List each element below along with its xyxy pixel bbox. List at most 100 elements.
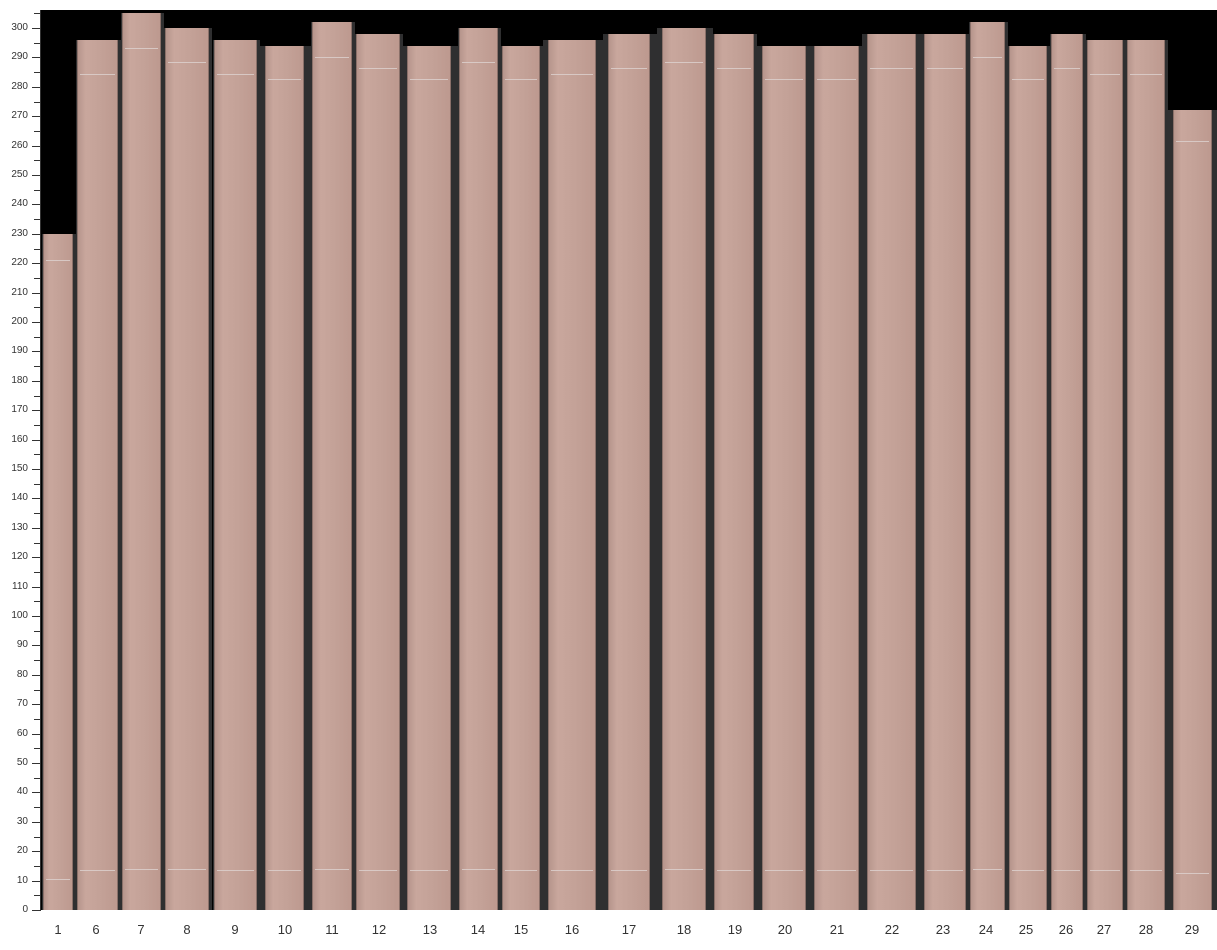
pencil-mark xyxy=(1176,141,1209,143)
y-tick xyxy=(32,57,41,59)
y-tick xyxy=(32,263,41,265)
pencil-mark xyxy=(168,869,206,871)
y-tick xyxy=(34,895,41,897)
plank-21 xyxy=(814,45,859,910)
x-tick-label: 16 xyxy=(564,922,580,937)
plank-scan-area xyxy=(41,10,1217,910)
plank-12 xyxy=(356,33,400,910)
plank-18 xyxy=(662,28,706,910)
x-tick-label: 18 xyxy=(676,922,692,937)
plank-10 xyxy=(265,45,304,910)
x-tick-label: 11 xyxy=(325,922,339,937)
pencil-mark xyxy=(817,870,856,872)
y-tick xyxy=(32,439,41,441)
y-tick xyxy=(34,454,41,456)
x-tick-label: 20 xyxy=(777,922,793,937)
y-tick xyxy=(32,322,41,323)
pencil-mark xyxy=(410,870,448,872)
y-tick xyxy=(34,601,41,603)
pencil-mark xyxy=(125,868,158,870)
y-tick xyxy=(32,557,41,559)
x-tick-label: 24 xyxy=(978,922,994,937)
y-tick-label: 230 xyxy=(11,227,28,239)
y-tick xyxy=(32,792,41,794)
pencil-mark xyxy=(315,869,349,871)
pencil-mark xyxy=(505,79,537,81)
x-tick-label: 25 xyxy=(1018,922,1034,937)
y-tick xyxy=(32,910,41,911)
y-tick xyxy=(32,880,41,882)
pencil-mark xyxy=(217,73,254,75)
pencil-mark xyxy=(462,62,495,64)
plank-20 xyxy=(762,45,806,910)
x-tick-label: 13 xyxy=(422,922,438,937)
y-tick xyxy=(32,498,41,500)
y-tick-label: 10 xyxy=(16,874,28,886)
y-tick xyxy=(34,13,41,15)
y-tick xyxy=(32,586,41,588)
x-tick-label: 14 xyxy=(470,922,486,937)
y-tick xyxy=(32,469,41,470)
pencil-mark xyxy=(1012,79,1044,81)
plank-19 xyxy=(714,33,754,910)
x-tick-label: 12 xyxy=(371,922,387,937)
pencil-mark xyxy=(268,79,301,81)
x-tick-label: 22 xyxy=(884,922,900,937)
plank-17 xyxy=(608,33,650,910)
y-tick-label: 100 xyxy=(11,610,28,621)
pencil-mark xyxy=(1090,869,1120,871)
y-tick xyxy=(32,292,41,294)
y-tick xyxy=(34,42,41,44)
pencil-mark xyxy=(765,870,803,872)
y-tick xyxy=(34,160,41,162)
plank-1 xyxy=(43,233,73,910)
y-tick xyxy=(32,351,41,353)
x-tick-label: 10 xyxy=(277,922,293,937)
y-tick xyxy=(34,630,41,632)
plank-22 xyxy=(867,33,916,910)
plank-6 xyxy=(77,39,118,910)
pencil-mark xyxy=(125,48,158,50)
y-tick-label: 180 xyxy=(11,374,28,386)
y-tick xyxy=(34,836,41,838)
pencil-mark xyxy=(268,870,301,872)
pencil-mark xyxy=(973,56,1002,58)
y-tick-label: 30 xyxy=(16,815,28,827)
pencil-mark xyxy=(80,73,115,75)
y-tick xyxy=(34,718,41,720)
x-tick-label: 27 xyxy=(1096,922,1112,937)
pencil-mark xyxy=(46,259,70,261)
pencil-mark xyxy=(359,67,397,69)
pencil-mark xyxy=(359,869,397,871)
pencil-mark xyxy=(717,67,751,69)
pencil-mark xyxy=(665,869,703,871)
y-tick-label: 290 xyxy=(11,51,28,63)
plank-29 xyxy=(1173,110,1212,910)
y-tick-label: 300 xyxy=(11,22,28,33)
y-tick xyxy=(34,101,41,103)
y-tick xyxy=(34,660,41,662)
pencil-mark xyxy=(765,79,803,81)
y-tick-label: 280 xyxy=(11,80,28,92)
pencil-mark xyxy=(168,62,206,64)
pencil-mark xyxy=(1012,870,1044,872)
pencil-mark xyxy=(973,869,1002,871)
y-axis-line xyxy=(40,10,41,911)
y-tick xyxy=(32,380,41,382)
y-tick xyxy=(34,248,41,250)
y-tick xyxy=(34,72,41,74)
pencil-mark xyxy=(217,869,254,871)
y-tick xyxy=(32,704,41,706)
y-tick xyxy=(34,336,41,338)
pencil-mark xyxy=(1176,873,1209,875)
y-tick-label: 270 xyxy=(11,110,28,122)
pencil-mark xyxy=(870,67,913,69)
y-tick xyxy=(34,513,41,515)
plank-13 xyxy=(407,45,451,910)
y-tick-label: 140 xyxy=(11,492,28,504)
y-tick-label: 170 xyxy=(11,404,28,416)
y-tick xyxy=(34,807,41,809)
pencil-mark xyxy=(505,870,537,872)
pencil-mark xyxy=(410,79,448,81)
y-tick xyxy=(34,865,41,867)
